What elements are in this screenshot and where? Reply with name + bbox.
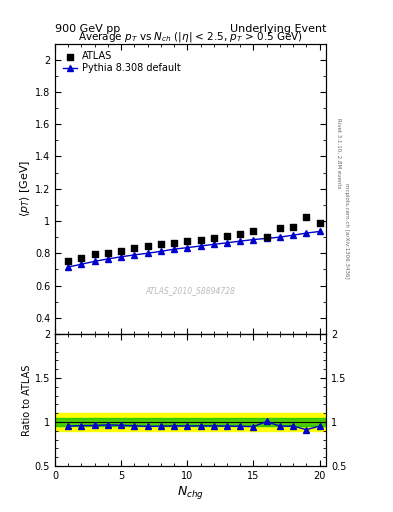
Pythia 8.308 default: [225, 240, 230, 246]
X-axis label: $N_{chg}$: $N_{chg}$: [177, 483, 204, 501]
Title: Average $p_T$ vs $N_{ch}$ ($|\eta|$ < 2.5, $p_T$ > 0.5 GeV): Average $p_T$ vs $N_{ch}$ ($|\eta|$ < 2.…: [78, 30, 303, 44]
Text: Underlying Event: Underlying Event: [230, 24, 326, 34]
Pythia 8.308 default: [92, 258, 97, 264]
Pythia 8.308 default: [251, 237, 256, 243]
Pythia 8.308 default: [158, 248, 163, 254]
ATLAS: [171, 239, 177, 247]
ATLAS: [197, 236, 204, 244]
Text: Rivet 3.1.10, 2.8M events: Rivet 3.1.10, 2.8M events: [336, 118, 341, 189]
Pythia 8.308 default: [211, 241, 216, 247]
Pythia 8.308 default: [66, 264, 71, 270]
Y-axis label: $\langle p_T \rangle$ [GeV]: $\langle p_T \rangle$ [GeV]: [18, 160, 32, 217]
Pythia 8.308 default: [264, 236, 269, 242]
Pythia 8.308 default: [172, 246, 176, 252]
ATLAS: [224, 231, 230, 240]
ATLAS: [65, 257, 72, 265]
Pythia 8.308 default: [277, 234, 282, 240]
ATLAS: [92, 250, 98, 258]
Pythia 8.308 default: [304, 230, 309, 236]
Y-axis label: Ratio to ATLAS: Ratio to ATLAS: [22, 364, 32, 436]
Pythia 8.308 default: [185, 245, 190, 251]
ATLAS: [303, 213, 310, 221]
ATLAS: [290, 223, 296, 231]
ATLAS: [145, 242, 151, 250]
ATLAS: [158, 240, 164, 248]
ATLAS: [264, 233, 270, 241]
ATLAS: [316, 219, 323, 227]
Pythia 8.308 default: [106, 256, 110, 262]
ATLAS: [131, 244, 138, 252]
Pythia 8.308 default: [291, 232, 296, 238]
Pythia 8.308 default: [119, 254, 123, 260]
Text: 900 GeV pp: 900 GeV pp: [55, 24, 120, 34]
Pythia 8.308 default: [238, 238, 242, 244]
Bar: [55, 417, 326, 426]
ATLAS: [105, 249, 111, 258]
Pythia 8.308 default: [198, 243, 203, 249]
ATLAS: [250, 227, 257, 236]
Pythia 8.308 default: [79, 261, 84, 267]
ATLAS: [184, 237, 191, 245]
ATLAS: [237, 230, 243, 238]
Pythia 8.308 default: [145, 250, 150, 257]
ATLAS: [78, 254, 84, 262]
ATLAS: [277, 224, 283, 232]
ATLAS: [118, 247, 124, 255]
Text: mcplots.cern.ch [arXiv:1306.3436]: mcplots.cern.ch [arXiv:1306.3436]: [344, 183, 349, 278]
Bar: [55, 413, 326, 431]
Pythia 8.308 default: [132, 252, 137, 258]
ATLAS: [211, 234, 217, 242]
Text: ATLAS_2010_S8894728: ATLAS_2010_S8894728: [145, 286, 236, 295]
Legend: ATLAS, Pythia 8.308 default: ATLAS, Pythia 8.308 default: [60, 48, 184, 76]
Pythia 8.308 default: [317, 228, 322, 234]
Line: Pythia 8.308 default: Pythia 8.308 default: [66, 229, 322, 270]
